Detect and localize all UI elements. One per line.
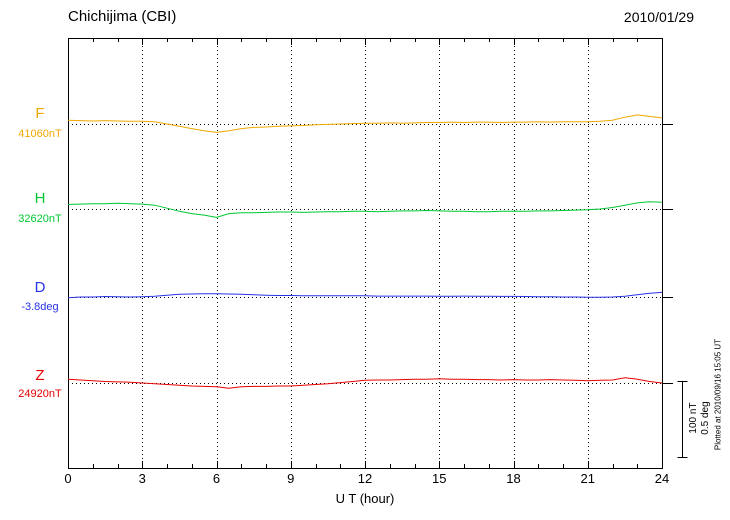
x-tick-label: 6 [212, 471, 221, 486]
trace-Z [67, 377, 663, 389]
trace-F [67, 114, 663, 133]
x-tick-label: 9 [287, 471, 295, 486]
x-tick-label: 24 [654, 471, 670, 486]
x-tick-label: 3 [138, 471, 146, 486]
series-baseline-F: 41060nT [18, 128, 62, 140]
x-tick-label: 12 [357, 471, 373, 486]
series-label-D: D [34, 279, 46, 296]
x-axis-title: U T (hour) [335, 491, 395, 506]
scale-bar-nt-label: 100 nT [688, 402, 699, 434]
series-label-Z: Z [35, 367, 45, 384]
series-baseline-H: 32620nT [18, 213, 62, 225]
x-tick-label: 18 [506, 471, 521, 486]
trace-D [67, 291, 663, 299]
x-tick-label: 15 [432, 471, 447, 486]
x-tick-label: 0 [64, 471, 72, 486]
x-tick-label: 21 [580, 471, 595, 486]
trace-H [67, 201, 663, 218]
plotted-at-label: Plotted at 2010/09/16 15:05 UT [713, 338, 723, 451]
series-baseline-Z: 24920nT [18, 388, 62, 400]
date-label: 2010/01/29 [623, 9, 694, 25]
series-baseline-D: -3.8deg [21, 301, 59, 313]
series-label-F: F [35, 105, 45, 122]
scale-bar-deg-label: 0.5 deg [700, 401, 711, 435]
page-title: Chichijima (CBI) [68, 8, 177, 25]
series-label-H: H [34, 190, 46, 207]
